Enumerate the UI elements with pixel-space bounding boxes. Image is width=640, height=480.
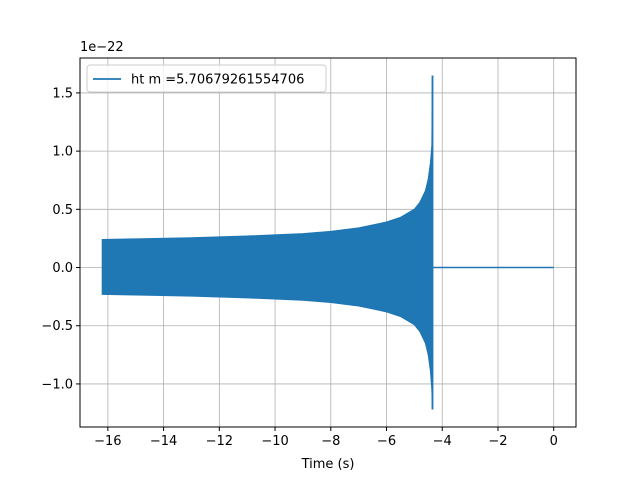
y-tick-label: 0.0	[52, 261, 73, 276]
offset-text: 1e−22	[80, 40, 124, 55]
x-tick-label: −16	[94, 434, 121, 449]
x-tick-label: −8	[321, 434, 340, 449]
legend-label: ht m =5.70679261554706	[131, 73, 304, 88]
x-tick-label: 0	[550, 434, 558, 449]
x-tick-label: −10	[261, 434, 288, 449]
y-tick-label: 1.5	[52, 86, 73, 101]
x-tick-label: −14	[150, 434, 177, 449]
x-tick-label: −12	[206, 434, 233, 449]
x-axis-label: Time (s)	[301, 457, 355, 472]
x-tick-label: −6	[377, 434, 396, 449]
y-tick-label: −1.0	[41, 377, 73, 392]
legend-box	[86, 64, 327, 93]
waveform-envelope	[101, 75, 434, 410]
legend[interactable]: ht m =5.70679261554706	[86, 64, 327, 93]
y-tick-label: 1.0	[52, 145, 73, 160]
plot-frame	[79, 57, 577, 428]
x-tick-label: −4	[433, 434, 452, 449]
series-layer	[101, 75, 554, 410]
ticks: −16 −14 −12 −10 −8 −6 −4 −2 0 −1.0 −0.5 0.0 0.5 1.0 1.…	[41, 86, 557, 449]
y-tick-label: 0.5	[52, 203, 73, 218]
x-tick-label: −2	[488, 434, 507, 449]
y-tick-label: −0.5	[41, 319, 73, 334]
